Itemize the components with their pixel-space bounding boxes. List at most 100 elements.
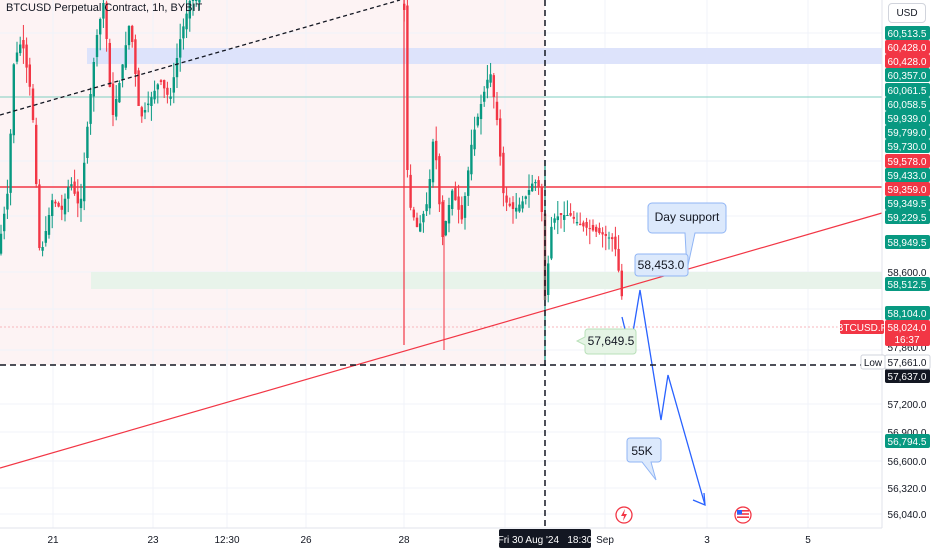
us-flag-event-icon[interactable] bbox=[734, 506, 752, 524]
price-tick-label: 58,104.0 bbox=[885, 306, 930, 320]
candle-body bbox=[582, 222, 585, 227]
time-tick-label: 12:30 bbox=[214, 535, 239, 546]
candle-body bbox=[431, 141, 435, 183]
level-57649-callout[interactable]: 57,649.5 bbox=[575, 328, 637, 355]
candle-body bbox=[419, 223, 422, 232]
dashed-trend-line[interactable] bbox=[0, 0, 401, 116]
candle-body bbox=[508, 203, 511, 206]
candle-body bbox=[598, 227, 601, 234]
candle-body bbox=[51, 200, 54, 217]
level-58453-callout[interactable]: 58,453.0 bbox=[634, 253, 689, 277]
candle-body bbox=[12, 64, 15, 136]
candle-body bbox=[588, 228, 591, 230]
price-tick-label: 60,513.5 bbox=[885, 26, 930, 40]
flash-event-icon[interactable] bbox=[615, 506, 633, 524]
candle-body bbox=[140, 107, 143, 117]
price-tick-label: 59,349.5 bbox=[885, 196, 930, 210]
candle-body bbox=[585, 221, 588, 228]
candle-body bbox=[483, 91, 486, 102]
candle-body bbox=[175, 58, 179, 78]
candle-body bbox=[179, 39, 182, 58]
candle-body bbox=[191, 0, 195, 1]
candle-body bbox=[607, 237, 611, 239]
projection-arrowhead bbox=[692, 492, 706, 507]
candle-body bbox=[435, 140, 438, 161]
candle-body bbox=[470, 144, 473, 175]
candle-body bbox=[444, 221, 447, 236]
candle-body bbox=[22, 40, 25, 49]
candle-body bbox=[601, 232, 604, 235]
candle-body bbox=[531, 183, 534, 192]
price-tick-label: 58,512.5 bbox=[885, 277, 930, 291]
price-tick-label: 60,428.0 bbox=[885, 54, 930, 68]
candle-body bbox=[31, 88, 35, 120]
price-tick-label: 57,860.0 bbox=[888, 343, 927, 354]
candlestick-series bbox=[0, 0, 623, 360]
svg-text:56,600.0: 56,600.0 bbox=[888, 457, 927, 468]
candle-body bbox=[185, 13, 188, 30]
svg-text:60,058.5: 60,058.5 bbox=[888, 100, 927, 111]
candle-body bbox=[198, 0, 201, 3]
price-tick-label: 57,200.0 bbox=[888, 400, 927, 411]
time-scale[interactable]: 21 23 12:30 26 28 Sep 3 5 Fri 30 Aug '24 18:30 bbox=[0, 527, 882, 550]
day-support-callout[interactable]: Day support bbox=[647, 202, 727, 271]
svg-text:59,359.0: 59,359.0 bbox=[888, 185, 927, 196]
candle-body bbox=[540, 187, 543, 212]
candle-body bbox=[447, 205, 451, 224]
candle-body bbox=[521, 201, 524, 209]
candle-body bbox=[163, 80, 166, 89]
time-tick-label: 23 bbox=[147, 535, 159, 546]
support-zone-green bbox=[91, 272, 882, 289]
candle-body bbox=[188, 0, 191, 19]
time-tick-label: 28 bbox=[398, 535, 410, 546]
candle-body bbox=[127, 26, 131, 46]
candle-body bbox=[159, 80, 163, 82]
candle-body bbox=[556, 216, 559, 221]
price-tick-label: 60,428.0 bbox=[885, 40, 930, 54]
candle-body bbox=[147, 103, 150, 106]
candle-body bbox=[28, 64, 31, 87]
price-tick-label: 59,730.0 bbox=[885, 139, 930, 153]
candle-body bbox=[35, 124, 38, 184]
svg-text:60,428.0: 60,428.0 bbox=[888, 57, 927, 68]
price-scale[interactable]: 60,513.5 60,428.0 60,428.0 60,357.0 60,061.5… bbox=[837, 0, 932, 550]
ascending-trend-line[interactable] bbox=[0, 212, 883, 469]
crosshair-time-label: Fri 30 Aug '24 18:30 bbox=[498, 529, 593, 548]
target-55k-callout[interactable]: 55K bbox=[626, 437, 662, 481]
candle-body bbox=[524, 196, 527, 199]
candle-body bbox=[182, 26, 185, 39]
price-tick-label: 57,637.0 bbox=[885, 369, 930, 383]
candle-body bbox=[121, 64, 124, 79]
level-58453-label: 58,453.0 bbox=[638, 258, 685, 272]
currency-button[interactable]: USD bbox=[888, 3, 926, 23]
candle-body bbox=[451, 190, 454, 210]
candle-body bbox=[499, 118, 502, 157]
candle-body bbox=[537, 180, 540, 187]
svg-text:59,433.0: 59,433.0 bbox=[888, 171, 927, 182]
chart-title: BTCUSD Perpetual Contract, 1h, BYBIT bbox=[6, 2, 203, 14]
svg-text:59,229.5: 59,229.5 bbox=[888, 213, 927, 224]
candle-body bbox=[134, 39, 137, 74]
candle-body bbox=[460, 205, 463, 220]
candle-body bbox=[467, 170, 470, 196]
candle-body bbox=[89, 94, 92, 124]
candle-body bbox=[38, 184, 41, 248]
candle-body bbox=[566, 215, 569, 216]
candle-body bbox=[111, 83, 115, 115]
svg-text:60,357.0: 60,357.0 bbox=[888, 71, 927, 82]
candle-body bbox=[86, 126, 89, 158]
candle-body bbox=[73, 181, 76, 194]
price-tick-label: 58,949.5 bbox=[885, 235, 930, 249]
candle-body bbox=[172, 77, 175, 93]
svg-text:58,949.5: 58,949.5 bbox=[888, 238, 927, 249]
candle-body bbox=[559, 213, 563, 215]
candle-body bbox=[131, 25, 134, 42]
low-tag-label: Low bbox=[864, 358, 883, 369]
svg-text:58,104.0: 58,104.0 bbox=[888, 309, 927, 320]
time-tick-label: Sep bbox=[596, 535, 614, 546]
candle-body bbox=[412, 209, 415, 218]
candle-body bbox=[9, 133, 12, 193]
candle-body bbox=[473, 129, 476, 150]
horizontal-levels bbox=[0, 96, 882, 328]
